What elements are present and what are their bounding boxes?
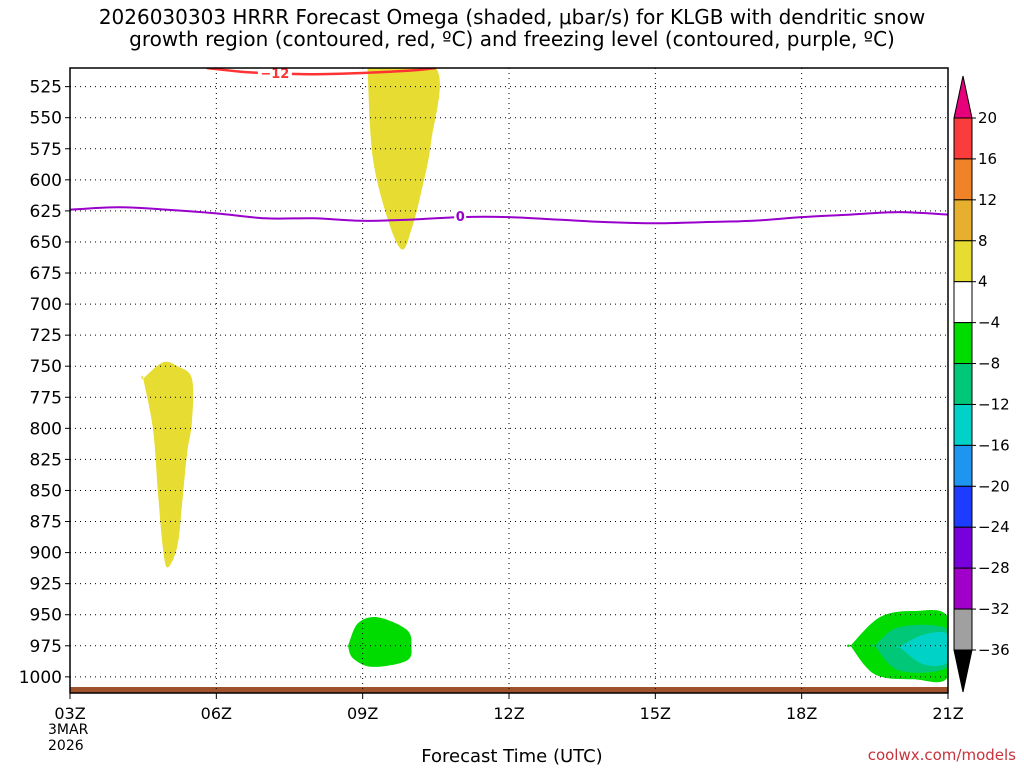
colorbar-box-7 [953, 403, 973, 446]
dendritic-label-bg [257, 66, 292, 80]
plot-frame [69, 67, 949, 694]
dendritic-contour-line [206, 68, 436, 76]
colorbar-label-5: −4 [978, 314, 1000, 332]
date-label-year: 2026 [48, 738, 84, 754]
colorbar-box-1 [953, 158, 973, 201]
y-tick-label-600: 600 [30, 171, 62, 191]
colorbar-label-6: −8 [978, 355, 1000, 373]
y-tick-label-1000: 1000 [19, 668, 62, 688]
y-tick-label-775: 775 [30, 388, 62, 408]
omega-region-1 [367, 68, 440, 250]
y-tick-label-550: 550 [30, 109, 62, 129]
freezing-level-label-bg [454, 209, 467, 224]
y-tick-label-650: 650 [30, 233, 62, 253]
y-tick-label-850: 850 [30, 481, 62, 501]
freezing-level-label: 0 [456, 210, 465, 225]
y-tick-label-525: 525 [30, 78, 62, 98]
colorbar-label-7: −12 [978, 395, 1010, 413]
colorbar-box-5 [953, 322, 973, 365]
x-tick-label-09Z: 09Z [347, 704, 378, 723]
x-tick-label-15Z: 15Z [640, 704, 671, 723]
colorbar-label-0: 20 [978, 109, 997, 127]
omega-region-2 [347, 616, 412, 667]
x-tick-label-18Z: 18Z [786, 704, 817, 723]
chart-title: 2026030303 HRRR Forecast Omega (shaded, … [0, 6, 1024, 50]
colorbar-label-4: 4 [978, 273, 988, 291]
colorbar-label-11: −28 [978, 559, 1010, 577]
ground-strip [70, 687, 948, 693]
colorbar-label-9: −20 [978, 477, 1010, 495]
y-tick-label-625: 625 [30, 202, 62, 222]
y-tick-label-725: 725 [30, 326, 62, 346]
y-tick-label-700: 700 [30, 295, 62, 315]
y-tick-label-900: 900 [30, 544, 62, 564]
y-tick-label-950: 950 [30, 606, 62, 626]
colorbar-bottom-arrow [953, 649, 973, 693]
omega-region-5 [896, 632, 948, 667]
source-credit: coolwx.com/models [867, 746, 1016, 764]
colorbar-label-10: −24 [978, 518, 1010, 536]
y-tick-label-800: 800 [30, 419, 62, 439]
colorbar-label-12: −32 [978, 600, 1010, 618]
y-tick-label-675: 675 [30, 264, 62, 284]
colorbar-label-8: −16 [978, 436, 1010, 454]
colorbar-label-1: 16 [978, 150, 997, 168]
title-line-2: growth region (contoured, red, ºC) and f… [129, 27, 895, 51]
x-tick-label-03Z: 03Z [54, 704, 85, 723]
colorbar-box-10 [953, 526, 973, 569]
colorbar-label-2: 12 [978, 191, 997, 209]
colorbar-box-0 [953, 117, 973, 160]
colorbar-box-2 [953, 199, 973, 242]
colorbar-box-12 [953, 608, 973, 651]
y-tick-label-875: 875 [30, 513, 62, 533]
y-tick-label-825: 825 [30, 450, 62, 470]
y-tick-label-975: 975 [30, 637, 62, 657]
colorbar-box-9 [953, 485, 973, 528]
dendritic-contour-label: −12 [260, 67, 289, 82]
freezing-level-line [69, 206, 949, 225]
colorbar-top-arrow [953, 75, 973, 119]
colorbar-box-6 [953, 363, 973, 405]
colorbar-box-11 [953, 567, 973, 610]
y-tick-label-575: 575 [30, 140, 62, 160]
title-line-1: 2026030303 HRRR Forecast Omega (shaded, … [98, 5, 926, 29]
omega-region-0 [141, 361, 194, 568]
colorbar-box-8 [953, 444, 973, 487]
x-axis-label: Forecast Time (UTC) [421, 746, 603, 767]
y-tick-label-925: 925 [30, 575, 62, 595]
x-tick-label-06Z: 06Z [201, 704, 232, 723]
colorbar-label-3: 8 [978, 232, 988, 250]
colorbar-label-13: −36 [978, 641, 1010, 659]
y-tick-label-750: 750 [30, 357, 62, 377]
x-tick-label-12Z: 12Z [493, 704, 524, 723]
date-label-day: 3MAR [48, 722, 89, 738]
colorbar-box-3 [953, 240, 973, 283]
colorbar-box-4 [953, 281, 973, 324]
x-tick-label-21Z: 21Z [932, 704, 963, 723]
